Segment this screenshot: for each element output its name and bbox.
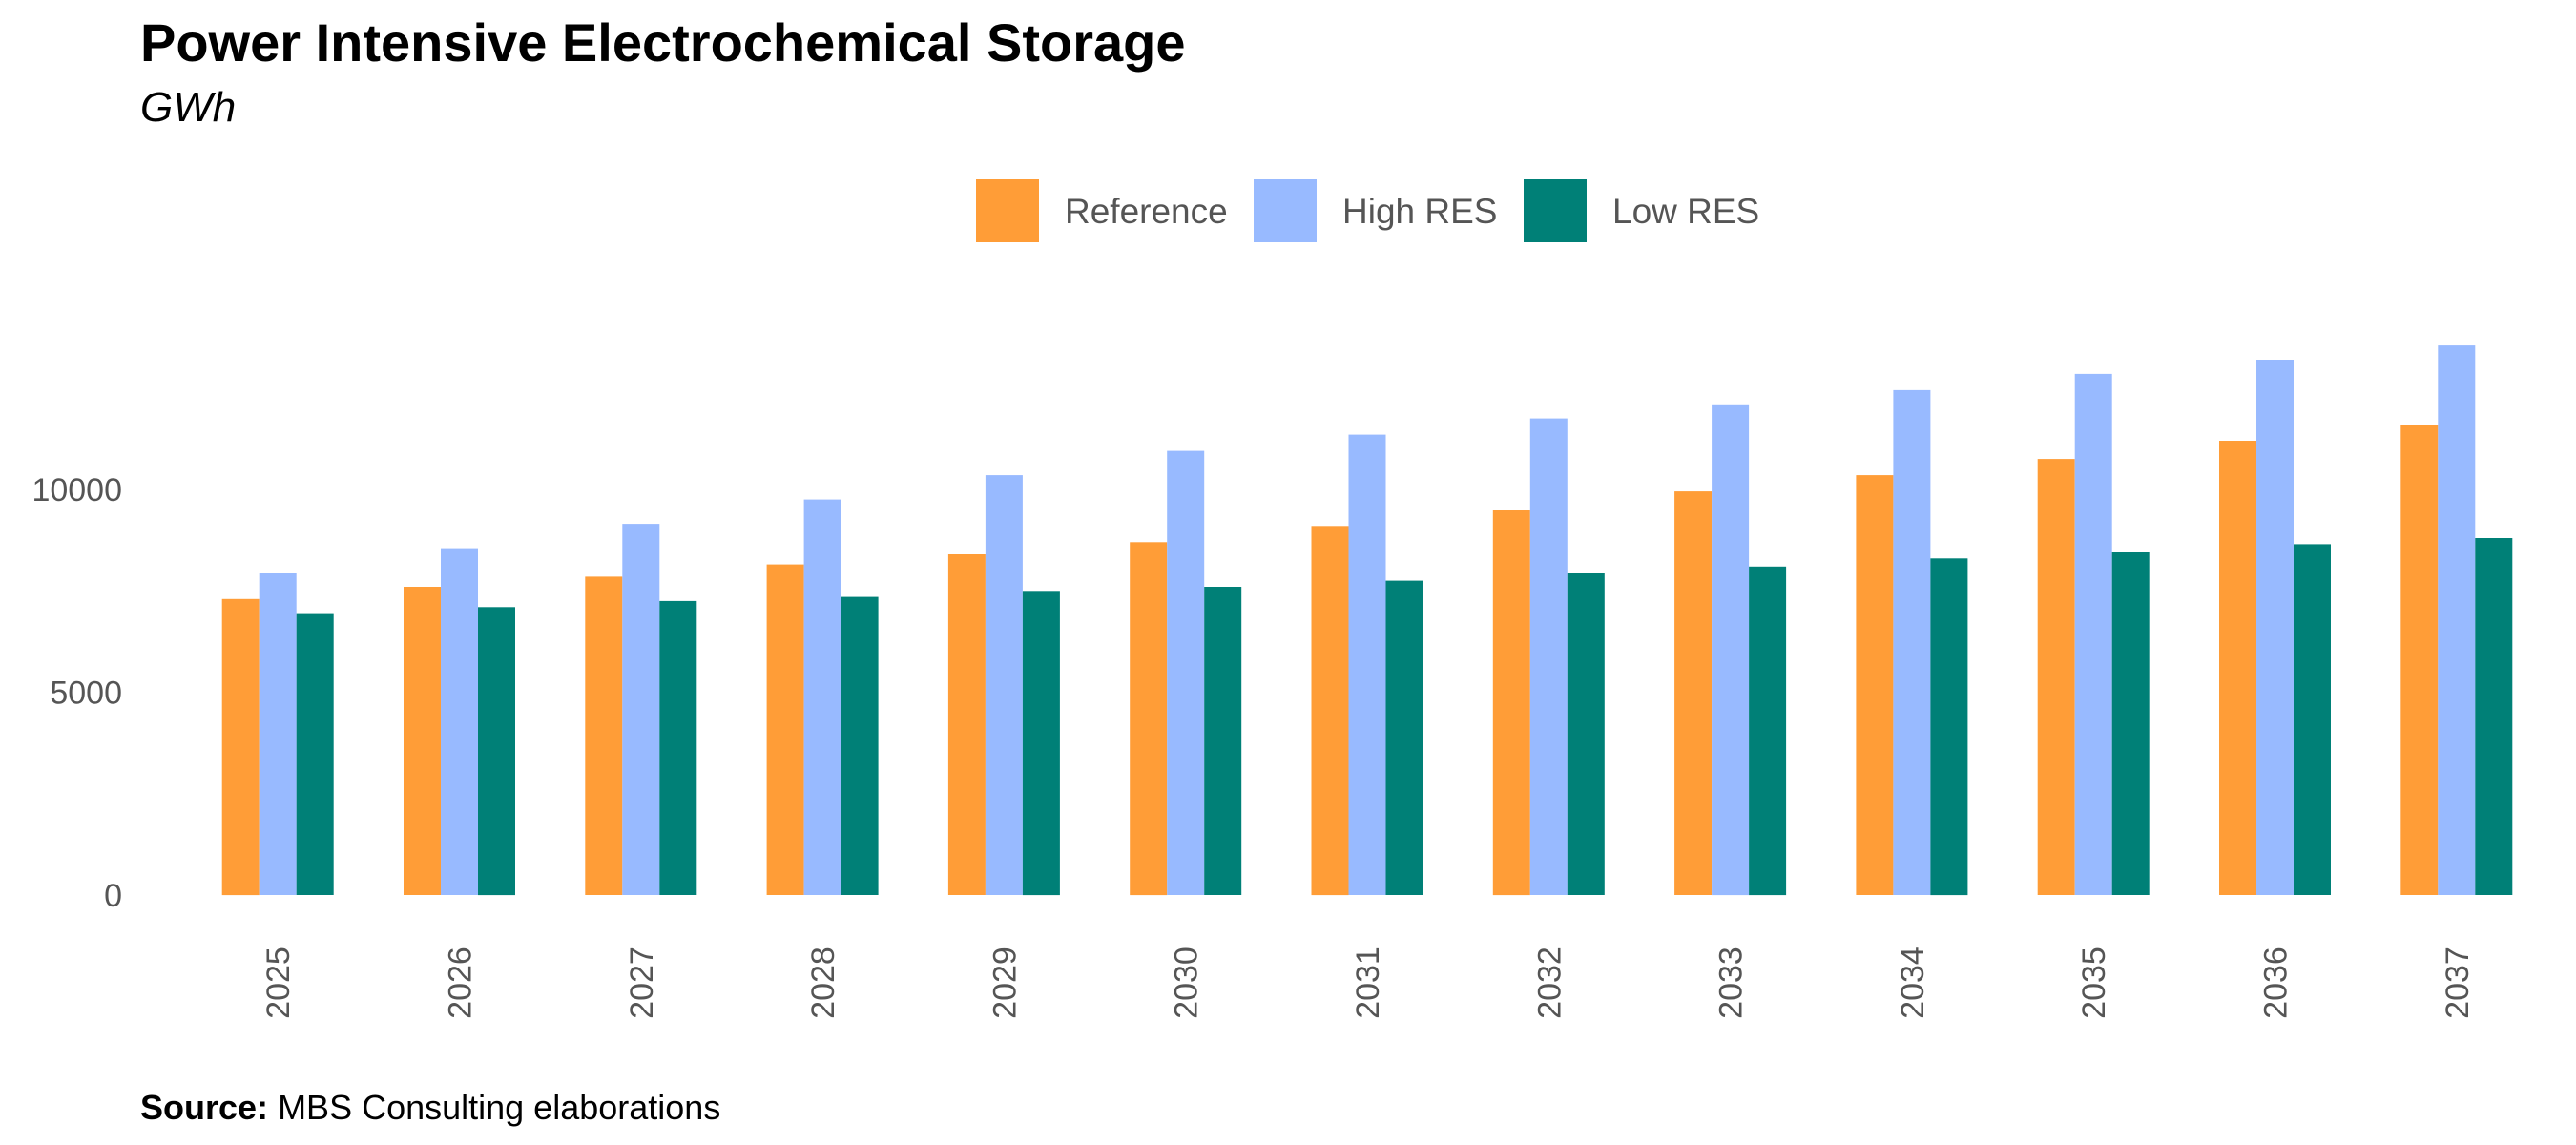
- bar-low-res: [1749, 566, 1787, 896]
- y-axis: 0 5000 10000: [31, 472, 122, 914]
- legend-swatch: [1524, 179, 1587, 242]
- legend-item: Reference: [976, 179, 1228, 242]
- bar-high-res: [1348, 434, 1386, 895]
- legend-label: Reference: [1065, 192, 1228, 231]
- bar-high-res: [2256, 360, 2294, 895]
- bar-low-res: [841, 596, 879, 895]
- x-tick-label: 2025: [260, 947, 297, 1019]
- x-tick-label: 2031: [1350, 947, 1386, 1019]
- bar-group: [221, 572, 334, 896]
- x-tick-label: 2027: [624, 947, 660, 1019]
- x-tick-label: 2037: [2440, 947, 2476, 1019]
- legend-item: Low RES: [1524, 179, 1759, 242]
- bar-group: [2400, 345, 2513, 896]
- chart-subtitle: GWh: [140, 84, 237, 131]
- x-tick-label: 2033: [1714, 947, 1750, 1019]
- legend-swatch: [1254, 179, 1317, 242]
- x-tick-label: 2035: [2076, 947, 2112, 1019]
- y-tick-label: 5000: [50, 676, 122, 712]
- bar-reference: [404, 587, 441, 895]
- bar-high-res: [441, 548, 478, 895]
- x-tick-label: 2029: [987, 947, 1023, 1019]
- y-tick-label: 10000: [31, 472, 122, 509]
- x-tick-label: 2026: [442, 947, 478, 1019]
- bar-low-res: [1385, 580, 1423, 895]
- bar-group: [1492, 418, 1605, 896]
- bar-group: [1130, 450, 1242, 896]
- bar-low-res: [1204, 587, 1242, 895]
- legend-label: Low RES: [1612, 192, 1759, 231]
- bar-high-res: [1167, 450, 1205, 895]
- bar-group: [1856, 389, 1968, 896]
- source-text: MBS Consulting elaborations: [278, 1088, 721, 1127]
- bar-low-res: [478, 607, 515, 896]
- bar-low-res: [1930, 558, 1968, 896]
- x-tick-label: 2028: [805, 947, 841, 1019]
- bar-high-res: [2438, 345, 2476, 896]
- bar-low-res: [296, 613, 334, 895]
- chart-title: Power Intensive Electrochemical Storage: [140, 12, 1186, 73]
- bar-reference: [947, 554, 986, 895]
- legend-swatch: [976, 179, 1039, 242]
- bar-high-res: [1529, 418, 1568, 895]
- bar-group: [1311, 434, 1423, 896]
- y-tick-label: 0: [104, 878, 122, 914]
- bar-reference: [1311, 526, 1349, 896]
- source-note: Source: MBS Consulting elaborations: [140, 1088, 720, 1128]
- bar-group: [1674, 404, 1787, 896]
- bar-high-res: [259, 572, 297, 895]
- bar-group: [585, 524, 697, 895]
- bar-group: [2219, 360, 2331, 895]
- bar-reference: [1856, 475, 1894, 895]
- bar-group: [766, 499, 879, 895]
- bar-group: [947, 475, 1060, 896]
- bar-low-res: [2475, 538, 2513, 895]
- bar-high-res: [622, 524, 660, 895]
- bar-reference: [2037, 459, 2075, 895]
- bar-low-res: [1567, 572, 1605, 895]
- bar-high-res: [1893, 389, 1931, 895]
- bar-reference: [1130, 542, 1168, 896]
- bar-low-res: [659, 600, 697, 895]
- bar-reference: [221, 598, 260, 896]
- legend: Reference High RES Low RES: [976, 179, 1759, 242]
- bar-reference: [2219, 441, 2256, 895]
- bar-high-res: [1712, 404, 1750, 896]
- bar-low-res: [2111, 552, 2150, 895]
- bar-high-res: [2074, 373, 2112, 895]
- x-tick-label: 2030: [1169, 947, 1205, 1019]
- x-axis: 2025 2026 2027 2028 2029 2030 2031 2032 2033 2034…: [260, 947, 2476, 1019]
- bar-group: [404, 548, 515, 896]
- bar-reference: [1674, 491, 1713, 895]
- bar-reference: [585, 576, 623, 895]
- x-tick-label: 2032: [1531, 947, 1568, 1019]
- bar-group: [2037, 373, 2150, 895]
- bar-low-res: [1022, 591, 1060, 896]
- bars: [221, 345, 2513, 896]
- bar-high-res: [985, 475, 1023, 895]
- bar-reference: [766, 564, 804, 895]
- bar-reference: [2400, 425, 2439, 895]
- source-label: Source:: [140, 1088, 269, 1127]
- x-tick-label: 2034: [1895, 947, 1931, 1019]
- legend-item: High RES: [1254, 179, 1497, 242]
- bar-low-res: [2294, 544, 2331, 895]
- x-tick-label: 2036: [2258, 947, 2295, 1019]
- bar-high-res: [803, 499, 841, 895]
- legend-label: High RES: [1342, 192, 1497, 231]
- bar-reference: [1492, 510, 1530, 896]
